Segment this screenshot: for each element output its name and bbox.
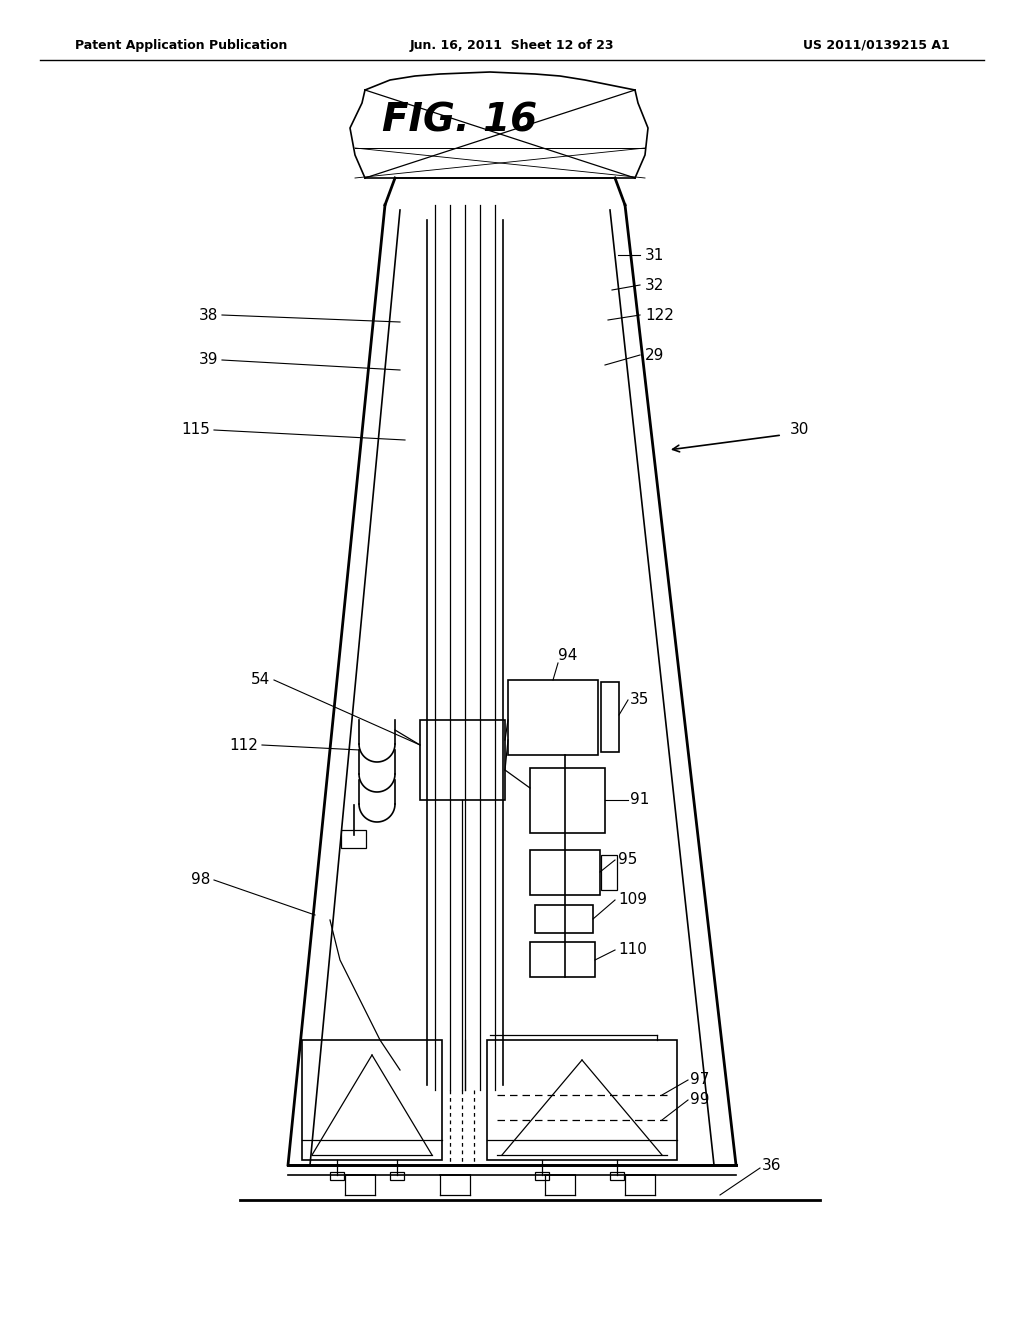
Bar <box>535 1172 549 1180</box>
Text: 31: 31 <box>645 248 665 263</box>
Text: 38: 38 <box>199 308 218 322</box>
Bar <box>341 830 366 847</box>
Text: 39: 39 <box>199 352 218 367</box>
Text: 109: 109 <box>618 892 647 908</box>
Text: 98: 98 <box>190 873 210 887</box>
Bar <box>530 768 605 833</box>
Text: US 2011/0139215 A1: US 2011/0139215 A1 <box>803 38 950 51</box>
Bar <box>390 1172 404 1180</box>
Text: 115: 115 <box>181 422 210 437</box>
Bar <box>508 680 598 755</box>
Text: 35: 35 <box>630 693 649 708</box>
Bar <box>420 719 505 800</box>
Bar <box>487 1040 677 1160</box>
Bar <box>601 682 618 752</box>
Bar <box>302 1040 442 1160</box>
Bar <box>530 850 600 895</box>
Text: 29: 29 <box>645 347 665 363</box>
Text: 91: 91 <box>630 792 649 808</box>
Text: 110: 110 <box>618 942 647 957</box>
Bar <box>601 855 617 890</box>
Text: 94: 94 <box>558 648 578 663</box>
Text: 54: 54 <box>251 672 270 688</box>
Text: 122: 122 <box>645 308 674 322</box>
Text: 95: 95 <box>618 853 637 867</box>
Text: Jun. 16, 2011  Sheet 12 of 23: Jun. 16, 2011 Sheet 12 of 23 <box>410 38 614 51</box>
Text: 97: 97 <box>690 1072 710 1088</box>
Bar <box>535 906 593 933</box>
Text: 112: 112 <box>229 738 258 752</box>
Text: 99: 99 <box>690 1093 710 1107</box>
Bar <box>330 1172 344 1180</box>
Bar <box>610 1172 624 1180</box>
Text: 36: 36 <box>762 1158 781 1172</box>
Text: 32: 32 <box>645 277 665 293</box>
Bar <box>530 942 595 977</box>
Text: 30: 30 <box>790 422 809 437</box>
Text: FIG. 16: FIG. 16 <box>382 102 538 139</box>
Text: Patent Application Publication: Patent Application Publication <box>75 38 288 51</box>
